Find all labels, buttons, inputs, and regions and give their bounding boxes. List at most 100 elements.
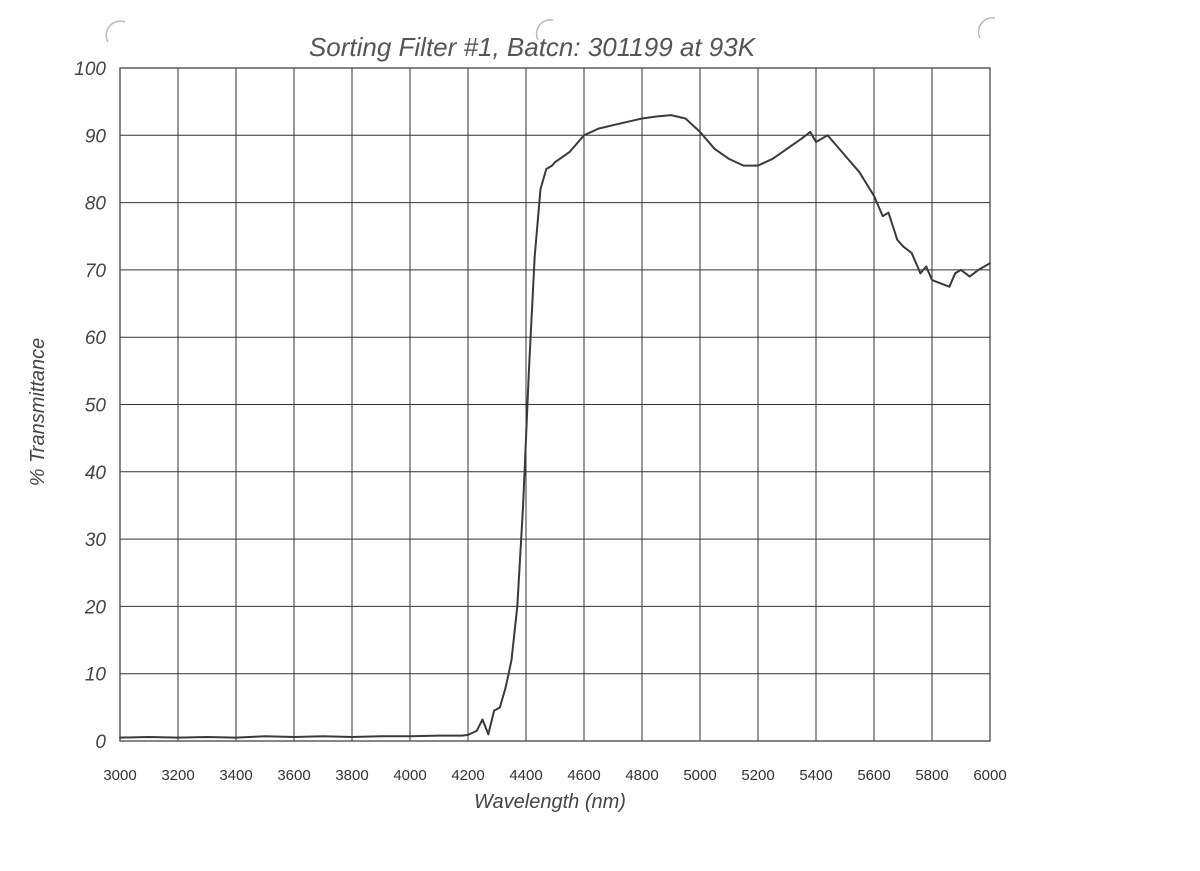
chart-title: Sorting Filter #1, Batcn: 301199 at 93K <box>309 32 757 62</box>
data-point <box>815 141 817 143</box>
data-point <box>881 215 884 217</box>
y-tick-label: 50 <box>85 396 107 417</box>
data-point <box>551 164 553 167</box>
x-tick-label: 3000 <box>103 767 136 784</box>
x-tick-label: 3400 <box>219 767 252 784</box>
data-point <box>235 736 237 739</box>
transmittance-series-line <box>119 114 991 739</box>
data-point <box>887 211 890 214</box>
scan-artifact-center <box>535 19 554 41</box>
x-tick-label: 4400 <box>509 767 542 784</box>
data-point <box>475 730 478 732</box>
data-point <box>409 735 411 738</box>
data-point <box>939 282 942 285</box>
data-point <box>826 134 829 137</box>
data-point <box>533 255 536 258</box>
plot-frame <box>119 67 991 742</box>
data-point <box>742 164 745 167</box>
data-point <box>954 272 957 275</box>
data-point <box>206 736 208 738</box>
data-point <box>510 659 513 662</box>
data-point <box>670 114 672 117</box>
data-point <box>380 735 382 738</box>
data-point <box>499 706 501 709</box>
data-point <box>504 686 507 689</box>
data-point <box>516 605 519 608</box>
data-point <box>858 171 861 174</box>
y-tick-label: 10 <box>85 665 107 686</box>
x-tick-label: 3600 <box>277 767 310 784</box>
data-point <box>119 736 121 739</box>
x-tick-label: 4800 <box>625 767 658 784</box>
data-point <box>467 734 469 736</box>
y-tick-label: 80 <box>85 194 107 215</box>
data-point <box>925 265 928 268</box>
data-point <box>597 127 600 130</box>
data-point <box>684 117 687 120</box>
data-point <box>786 147 788 150</box>
x-tick-label: 5800 <box>915 767 948 784</box>
data-point <box>977 269 980 271</box>
data-point <box>626 120 629 123</box>
data-point <box>699 131 701 133</box>
grid <box>119 67 991 742</box>
data-point <box>896 238 899 241</box>
data-point <box>148 736 150 738</box>
y-tick-label: 40 <box>85 463 107 484</box>
data-point <box>528 369 530 372</box>
data-point <box>948 285 951 288</box>
data-point <box>612 124 614 127</box>
x-tick-label: 4600 <box>567 767 600 784</box>
data-point <box>800 137 803 140</box>
x-axis-label: Wavelength (nm) <box>474 791 626 813</box>
data-point <box>809 131 812 133</box>
data-point <box>641 117 643 120</box>
data-point <box>910 252 913 254</box>
data-point <box>902 245 904 248</box>
data-point <box>713 147 716 150</box>
data-point <box>438 734 440 737</box>
y-tick-label: 0 <box>95 732 106 753</box>
data-point <box>461 734 464 737</box>
data-point <box>487 733 490 736</box>
y-tick-label: 100 <box>74 59 106 80</box>
data-point <box>568 151 571 154</box>
data-point <box>293 736 295 738</box>
x-tick-label: 4000 <box>393 767 426 784</box>
x-tick-label: 5200 <box>741 767 774 784</box>
data-point <box>522 504 524 507</box>
x-tick-label: 5000 <box>683 767 716 784</box>
x-tick-label: 4200 <box>451 767 484 784</box>
data-point <box>873 194 875 197</box>
y-tick-label: 90 <box>85 126 107 147</box>
data-point <box>960 269 962 271</box>
y-tick-label: 70 <box>85 261 107 282</box>
data-point <box>989 262 991 265</box>
x-tick-label: 3200 <box>161 767 194 784</box>
data-point <box>757 164 759 167</box>
data-point <box>539 188 542 191</box>
data-point <box>554 161 556 164</box>
data-point <box>177 736 179 739</box>
series-group <box>119 114 991 739</box>
data-point <box>493 709 495 712</box>
data-point <box>931 279 933 281</box>
data-point <box>728 157 730 160</box>
x-tick-label: 5400 <box>799 767 832 784</box>
data-point <box>968 275 971 278</box>
scan-artifact-right <box>977 17 996 39</box>
data-point <box>545 168 548 170</box>
scan-artifact-left <box>105 20 126 43</box>
data-point <box>919 272 922 275</box>
data-point <box>844 154 846 157</box>
data-point <box>351 736 353 738</box>
data-point <box>832 141 835 143</box>
y-tick-label: 30 <box>85 530 107 551</box>
x-axis-ticks: 3000 3200 3400 3600 3800 4000 4200 4400 4600 4800… <box>103 767 1006 784</box>
y-tick-label: 20 <box>84 597 107 618</box>
x-tick-label: 6000 <box>973 767 1006 784</box>
y-tick-label: 60 <box>85 328 107 349</box>
data-point <box>481 718 484 721</box>
data-point <box>583 134 585 137</box>
